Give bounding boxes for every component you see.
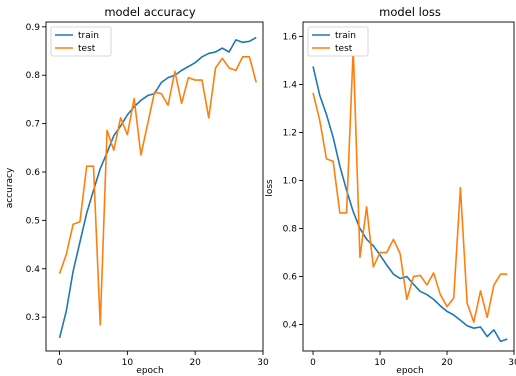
accuracy-chart-title: model accuracy (104, 5, 196, 19)
loss-legend-test-label: test (335, 44, 353, 54)
accuracy-legend-train-label: train (78, 31, 99, 41)
accuracy-y-tick-label: 0.4 (26, 265, 41, 275)
loss-x-tick-label: 30 (508, 358, 516, 368)
accuracy-chart: model accuracy 0.3 0.4 0.5 0.6 0.7 0.8 0.9 0 10… (5, 5, 269, 376)
loss-y-ticks: 0.4 0.6 0.8 1.0 1.2 1.4 1.6 (283, 32, 303, 331)
accuracy-plot-frame (45, 21, 264, 352)
accuracy-test-line (58, 56, 257, 326)
loss-x-ticks: 0 10 20 30 (310, 351, 516, 368)
accuracy-x-tick-label: 0 (57, 358, 63, 368)
loss-chart: model loss 0.4 0.6 0.8 1.0 1.2 1.4 1.6 0 10 20 30… (265, 5, 516, 376)
loss-y-tick-label: 1.0 (283, 176, 298, 186)
accuracy-y-axis-label: accuracy (5, 167, 15, 208)
loss-y-tick-label: 0.6 (283, 273, 298, 283)
loss-train-line (312, 66, 508, 343)
loss-x-axis-label: epoch (396, 366, 423, 376)
accuracy-y-tick-label: 0.7 (26, 120, 40, 130)
accuracy-train-line (58, 36, 257, 339)
accuracy-legend: train test (50, 26, 112, 57)
accuracy-y-tick-label: 0.9 (26, 23, 41, 33)
accuracy-x-ticks: 0 10 20 30 (57, 351, 269, 368)
accuracy-y-tick-label: 0.3 (26, 313, 40, 323)
accuracy-y-tick-label: 0.8 (26, 71, 41, 81)
accuracy-legend-test-label: test (78, 44, 96, 54)
loss-x-tick-label: 20 (441, 358, 453, 368)
accuracy-x-tick-label: 10 (122, 358, 134, 368)
loss-y-tick-label: 1.4 (283, 80, 298, 90)
accuracy-x-axis-label: epoch (136, 366, 163, 376)
loss-y-tick-label: 0.8 (283, 225, 298, 235)
loss-plot-frame (302, 21, 515, 352)
loss-y-tick-label: 0.4 (283, 321, 298, 331)
accuracy-y-tick-label: 0.6 (26, 168, 41, 178)
loss-y-axis-label: loss (265, 179, 275, 197)
loss-y-tick-label: 1.2 (283, 128, 297, 138)
loss-x-tick-label: 0 (310, 358, 316, 368)
loss-x-tick-label: 10 (374, 358, 386, 368)
loss-test-line (312, 47, 508, 323)
loss-legend: train test (307, 26, 369, 57)
accuracy-x-tick-label: 30 (257, 358, 269, 368)
accuracy-x-tick-label: 20 (189, 358, 201, 368)
loss-chart-title: model loss (379, 5, 441, 19)
loss-legend-train-label: train (335, 31, 356, 41)
accuracy-y-tick-label: 0.5 (26, 216, 40, 226)
loss-y-tick-label: 1.6 (283, 32, 298, 42)
loss-lines (312, 47, 508, 343)
accuracy-y-ticks: 0.3 0.4 0.5 0.6 0.7 0.8 0.9 (26, 23, 46, 323)
accuracy-lines (58, 36, 257, 339)
